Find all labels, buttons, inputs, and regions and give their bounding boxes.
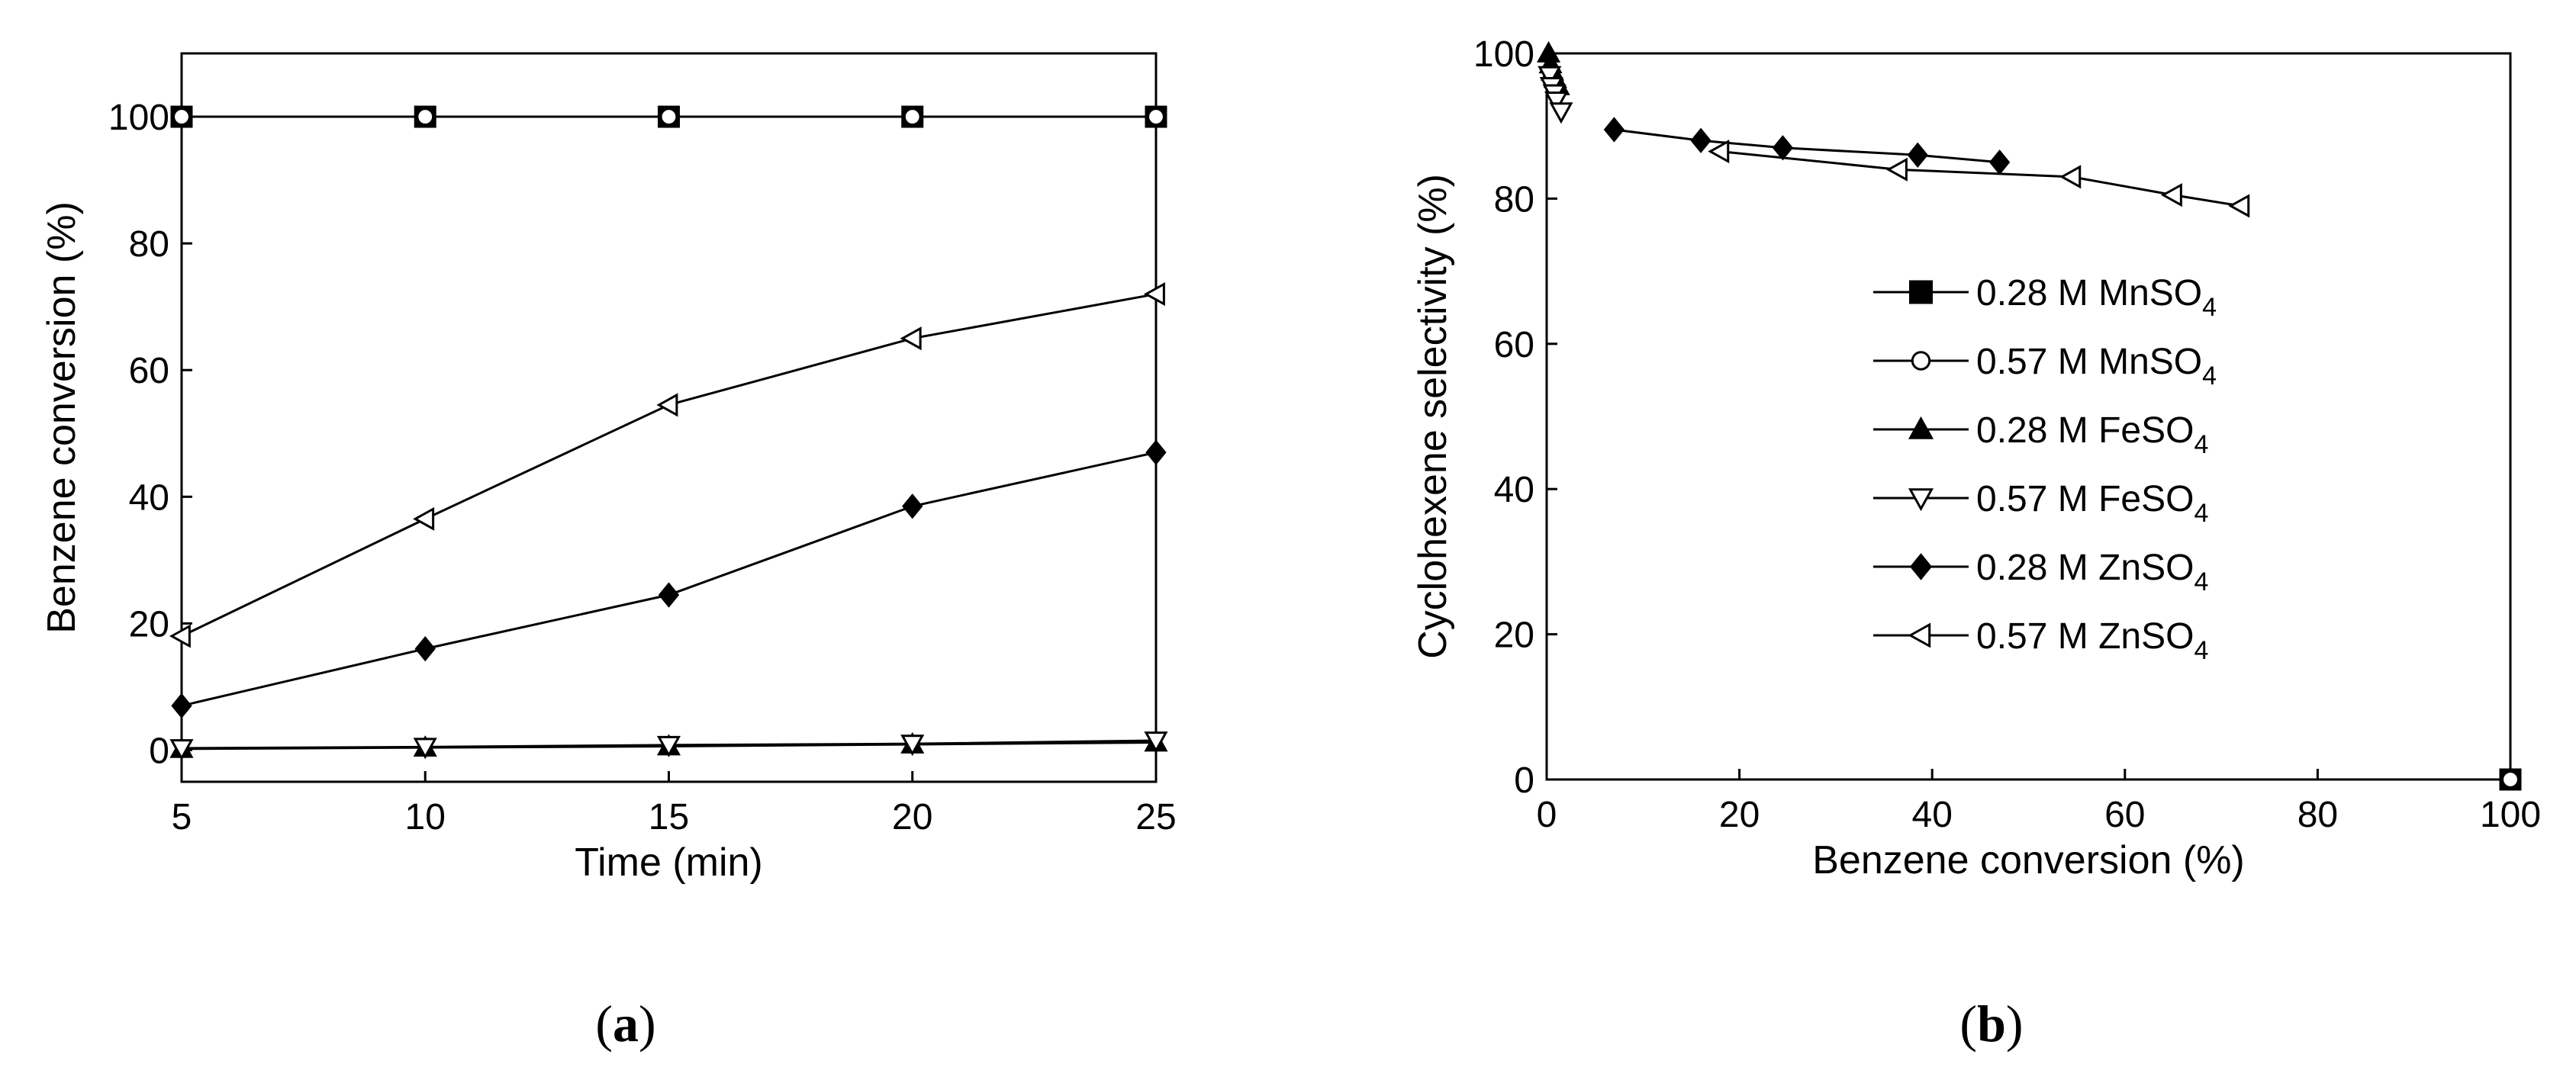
series-line: [1614, 128, 2000, 164]
legend-label: 0.28 M FeSO4: [1976, 410, 2208, 459]
data-point: [169, 624, 191, 648]
legend-label: 0.28 M MnSO4: [1976, 273, 2217, 322]
data-point: [416, 108, 435, 126]
y-tick-label: 40: [129, 477, 169, 518]
series-line: [181, 451, 1157, 707]
series-0-57-m-feso4: [169, 731, 1168, 761]
data-point: [1143, 282, 1165, 307]
data-point: [1708, 139, 1730, 164]
data-point: [172, 108, 191, 126]
legend-label: 0.57 M ZnSO4: [1976, 616, 2208, 665]
data-point: [414, 635, 436, 662]
y-tick-label: 80: [129, 224, 169, 265]
data-point: [1603, 117, 1625, 143]
x-tick-label: 20: [892, 797, 932, 837]
x-tick-label: 40: [1912, 795, 1953, 835]
chart-b: 0 20 40 60 80 100 0 20 40 60 80 100 Benzene conversi…: [1411, 34, 2541, 882]
legend-label: 0.57 M MnSO4: [1976, 342, 2217, 391]
data-point: [902, 493, 923, 519]
legend-marker: [1908, 416, 1934, 439]
x-tick-label: 20: [1719, 795, 1760, 835]
y-tick-label: 60: [129, 351, 169, 391]
legend-label: 0.28 M ZnSO4: [1976, 548, 2208, 596]
data-point: [656, 393, 678, 417]
data-point: [171, 693, 192, 719]
data-point: [1690, 127, 1711, 153]
data-point: [2160, 183, 2182, 207]
y-axis-label: Cyclohexene selectivity (%): [1411, 174, 1455, 659]
data-point: [900, 734, 925, 757]
x-axis-label: Benzene conversion (%): [1812, 838, 2245, 882]
data-point: [413, 738, 437, 760]
series-0-28-m-znso4: [171, 439, 1167, 719]
x-tick-label: 100: [2480, 795, 2541, 835]
legend-entry: 0.57 M ZnSO4: [1873, 616, 2208, 665]
x-tick-label: 25: [1135, 797, 1176, 837]
x-tick-label: 0: [1537, 795, 1557, 835]
x-axis-label: Time (min): [575, 841, 763, 885]
data-point: [658, 582, 680, 608]
series-0-57-m-znso4: [169, 282, 1165, 648]
y-tick-label: 100: [108, 98, 169, 138]
series-0-57-m-mnso4: [172, 108, 1165, 126]
data-point: [1538, 66, 1562, 88]
data-point: [903, 108, 922, 126]
legend-label: 0.57 M FeSO4: [1976, 479, 2208, 528]
data-point: [1544, 91, 1569, 113]
y-tick-label: 0: [149, 731, 169, 771]
y-tick-label: 0: [1514, 760, 1534, 801]
x-tick-label: 60: [2104, 795, 2145, 835]
x-tick-label: 80: [2297, 795, 2338, 835]
legend-marker: [1908, 488, 1934, 512]
x-tick-label: 5: [172, 797, 192, 837]
legend-marker: [1911, 351, 1931, 371]
x-tick-label: 10: [405, 797, 446, 837]
panel-label-a: (a): [595, 995, 655, 1053]
series-0-57-m-feso4: [1538, 66, 1573, 124]
data-point: [1988, 149, 2011, 175]
y-tick-label: 40: [1494, 470, 1534, 510]
data-point: [2501, 770, 2520, 789]
y-tick-label: 20: [129, 604, 169, 644]
data-point: [1885, 157, 1908, 182]
y-tick-label: 60: [1494, 325, 1534, 365]
data-point: [1144, 731, 1168, 754]
series-0-57-m-mnso4: [2501, 770, 2520, 789]
data-point: [1907, 142, 1928, 168]
x-tick-label: 15: [649, 797, 689, 837]
legend-entry: 0.28 M MnSO4: [1873, 273, 2217, 322]
legend-marker: [1909, 553, 1933, 580]
panel-label-b: (b): [1959, 995, 2023, 1053]
data-point: [656, 735, 681, 757]
plot-frame: [1545, 52, 2512, 781]
y-tick-label: 20: [1494, 616, 1534, 656]
data-point: [2228, 194, 2250, 218]
series-0-57-m-znso4: [1708, 139, 2250, 218]
legend-marker: [1908, 622, 1931, 648]
legend-entry: 0.57 M FeSO4: [1873, 479, 2208, 528]
legend-marker: [1909, 280, 1933, 304]
data-point: [900, 326, 922, 351]
data-point: [1147, 108, 1165, 126]
y-tick-label: 80: [1494, 179, 1534, 220]
data-point: [659, 108, 678, 126]
data-point: [1549, 102, 1573, 124]
series-0-28-m-znso4: [1603, 117, 2011, 175]
legend: 0.28 M MnSO4 0.57 M MnSO4 0.28 M FeSO4 0.57…: [1873, 273, 2217, 665]
data-point: [1772, 135, 1794, 161]
chart-a: 5 10 15 20 25 0 20 40 60 80 100 Time (min) Benzene c…: [40, 52, 1177, 885]
y-tick-label: 100: [1473, 34, 1534, 75]
y-axis-label: Benzene conversion (%): [40, 201, 84, 634]
data-point: [169, 739, 194, 761]
legend-entry: 0.28 M ZnSO4: [1873, 548, 2208, 596]
data-point: [413, 506, 435, 531]
data-point: [1145, 439, 1167, 465]
legend-entry: 0.57 M MnSO4: [1873, 342, 2217, 391]
data-point: [2059, 165, 2082, 189]
legend-entry: 0.28 M FeSO4: [1873, 410, 2208, 459]
